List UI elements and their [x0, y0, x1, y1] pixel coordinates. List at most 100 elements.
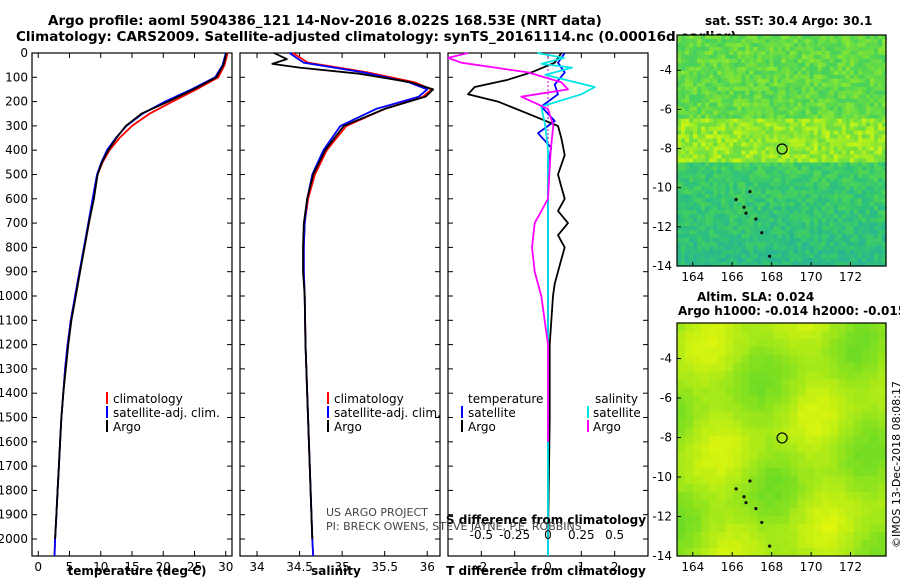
map-cell — [853, 242, 859, 247]
map-cell — [849, 242, 855, 247]
map-cell — [725, 138, 730, 144]
map-cell — [801, 126, 807, 132]
map-cell — [829, 54, 835, 60]
map-cell — [677, 35, 682, 40]
map-cell — [733, 50, 738, 56]
map-cell — [789, 130, 795, 136]
map-cell — [801, 58, 807, 64]
map-cell — [845, 459, 855, 469]
map-cell — [721, 86, 726, 92]
map-cell — [757, 427, 767, 437]
map-cell — [757, 230, 762, 235]
map-cell — [805, 238, 811, 243]
map-cell — [833, 182, 839, 187]
map-cell — [789, 451, 799, 461]
map-cell — [693, 158, 698, 164]
map-cell — [781, 150, 787, 156]
map-cell — [697, 106, 702, 112]
map-cell — [805, 443, 815, 453]
map-cell — [797, 182, 803, 187]
map-cell — [781, 475, 791, 485]
map-cell — [733, 178, 738, 183]
map-cell — [765, 82, 771, 88]
map-cell — [813, 142, 819, 148]
map-cell — [773, 459, 783, 469]
map-cell — [773, 70, 779, 76]
map-cell — [817, 238, 823, 243]
map-cell — [701, 166, 706, 172]
map-cell — [845, 178, 851, 183]
map-cell — [877, 110, 883, 116]
map-cell — [761, 166, 767, 172]
map-cell — [685, 154, 690, 160]
map-cell — [817, 190, 823, 195]
map-cell — [817, 62, 823, 68]
map-cell — [869, 331, 879, 340]
map-cell — [681, 186, 686, 191]
map-cell — [841, 262, 847, 267]
map-cell — [737, 262, 742, 267]
map-cell — [809, 230, 815, 235]
map-cell — [769, 114, 775, 120]
map-cell — [693, 226, 698, 231]
map-cell — [833, 50, 839, 56]
map-cell — [769, 222, 775, 227]
map-cell — [697, 194, 702, 199]
map-cell — [749, 210, 754, 215]
map-cell — [809, 50, 815, 56]
map-cell — [833, 142, 839, 148]
map-cell — [677, 130, 682, 136]
map-cell — [713, 190, 718, 195]
map-cell — [789, 395, 799, 404]
map-cell — [825, 66, 831, 72]
map-cell — [781, 355, 791, 364]
map-cell — [829, 411, 839, 421]
map-cell — [829, 66, 835, 72]
map-cell — [781, 218, 787, 223]
map-cell — [821, 355, 831, 364]
map-cell — [709, 387, 718, 396]
map-cell — [797, 355, 807, 364]
map-cell — [841, 254, 847, 259]
map-cell — [853, 347, 863, 356]
map-cell — [857, 102, 863, 108]
map-cell — [745, 166, 750, 172]
map-cell — [765, 250, 771, 255]
map-cell — [813, 62, 819, 68]
map-cell — [809, 246, 815, 251]
map-cell — [837, 134, 843, 140]
map-cell — [825, 90, 831, 96]
map-cell — [741, 331, 750, 340]
map-cell — [841, 150, 847, 156]
map-cell — [829, 523, 839, 533]
map-cell — [881, 246, 887, 251]
map-y-tick-label: -10 — [652, 470, 672, 484]
map-cell — [781, 70, 787, 76]
map-cell — [781, 146, 787, 152]
map-cell — [869, 435, 879, 445]
map-cell — [781, 547, 791, 557]
map-cell — [797, 46, 803, 52]
map-cell — [797, 198, 803, 203]
map-cell — [745, 194, 750, 199]
map-cell — [837, 166, 843, 172]
map-cell — [869, 443, 879, 453]
map-cell — [833, 126, 839, 132]
map-cell — [809, 90, 815, 96]
map-cell — [829, 46, 835, 52]
map-cell — [797, 427, 807, 437]
map-cell — [677, 323, 686, 332]
map-cell — [821, 106, 827, 112]
map-cell — [817, 46, 823, 52]
map-cell — [845, 114, 851, 120]
map-cell — [881, 230, 887, 235]
map-cell — [693, 114, 698, 120]
map-cell — [773, 202, 779, 207]
map-cell — [789, 150, 795, 156]
map-cell — [769, 178, 775, 183]
map-cell — [757, 62, 762, 68]
map-cell — [757, 110, 762, 116]
map-cell — [857, 202, 863, 207]
map-cell — [849, 154, 855, 160]
map-cell — [761, 35, 767, 40]
